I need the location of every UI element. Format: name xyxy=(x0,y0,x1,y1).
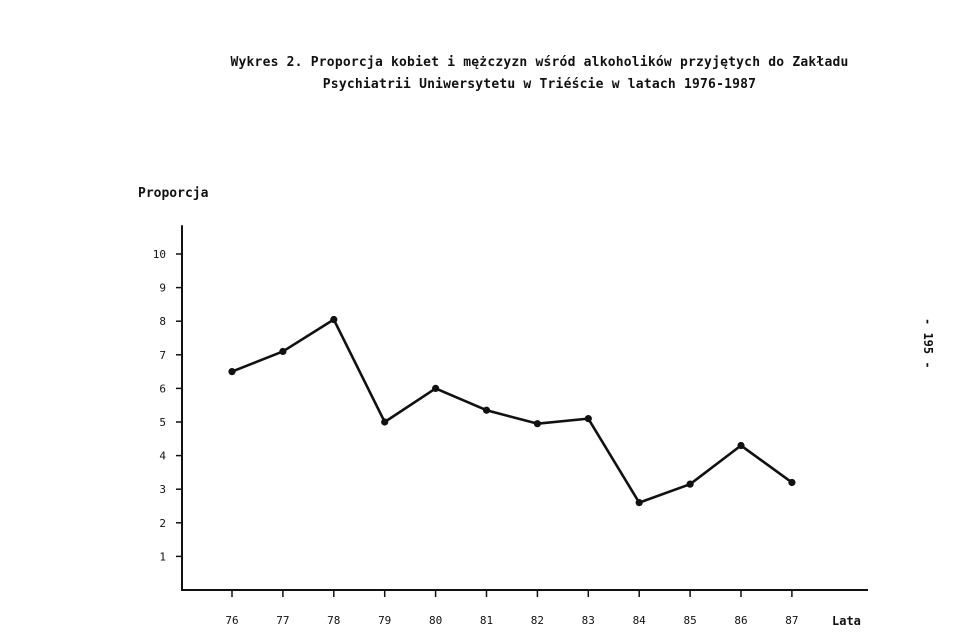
data-point xyxy=(584,415,592,423)
y-tick-label: 7 xyxy=(159,349,166,362)
data-point xyxy=(432,384,440,392)
data-point xyxy=(788,478,796,487)
data-point xyxy=(228,368,236,376)
y-ticks: 1 2 3 4 5 6 7 8 9 10 xyxy=(153,248,182,563)
data-point xyxy=(635,499,643,507)
x-tick-label: 86 xyxy=(734,614,747,627)
x-tick-label: 80 xyxy=(429,614,442,627)
axes xyxy=(181,225,868,591)
data-point xyxy=(686,480,694,488)
y-tick-label: 10 xyxy=(153,248,166,261)
data-point xyxy=(381,418,389,426)
chart-title-line-1: Wykres 2. Proporcja kobiet i mężczyzn wś… xyxy=(230,55,849,70)
series-line xyxy=(231,318,793,504)
x-tick-label: 84 xyxy=(633,614,647,627)
y-tick-label: 6 xyxy=(159,382,166,395)
x-tick-label: 79 xyxy=(378,614,391,627)
x-tick-label: 82 xyxy=(531,614,544,627)
x-tick-label: 85 xyxy=(683,614,696,627)
y-tick-label: 8 xyxy=(159,315,166,328)
x-tick-label: 81 xyxy=(480,614,493,627)
y-tick-label: 9 xyxy=(159,282,166,295)
y-tick-label: 4 xyxy=(159,450,166,463)
y-axis-label: Proporcja xyxy=(138,186,209,201)
x-ticks: 76 77 78 79 80 81 82 83 84 85 86 87 xyxy=(225,590,799,627)
x-tick-label: 87 xyxy=(785,614,798,627)
x-tick-label: 77 xyxy=(276,614,289,627)
x-axis-label: Lata xyxy=(832,614,861,628)
chart-title-line-2: Psychiatrii Uniwersytetu w Triéście w la… xyxy=(322,77,757,92)
data-point xyxy=(482,406,491,414)
data-point xyxy=(533,420,542,428)
x-tick-label: 78 xyxy=(327,614,340,627)
x-tick-label: 76 xyxy=(225,614,238,627)
data-point xyxy=(737,441,745,450)
y-tick-label: 5 xyxy=(159,416,166,429)
x-tick-label: 83 xyxy=(582,614,595,627)
data-point xyxy=(279,347,287,356)
y-tick-label: 3 xyxy=(159,483,166,496)
y-tick-label: 1 xyxy=(159,550,166,563)
series xyxy=(228,315,796,507)
data-point xyxy=(330,315,338,324)
y-tick-label: 2 xyxy=(159,517,166,530)
